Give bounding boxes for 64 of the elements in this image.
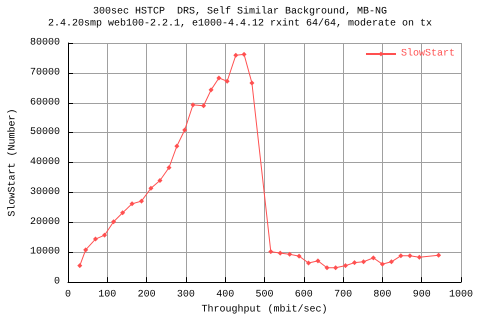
y-tick-label: 40000	[30, 157, 60, 168]
chart-title: 300sec HSTCP DRS, Self Similar Background, MB-NG	[92, 6, 388, 18]
point	[306, 260, 312, 266]
point	[138, 198, 144, 204]
y-tick-label: 80000	[30, 38, 60, 48]
point	[148, 186, 154, 191]
point	[216, 75, 222, 80]
point	[333, 265, 338, 270]
x-axis-title: Throughput (mbit/sec)	[201, 304, 328, 316]
point	[166, 165, 172, 170]
point	[102, 232, 108, 238]
y-axis-title: SlowStart (Number)	[6, 108, 18, 217]
point	[120, 210, 126, 216]
x-tick-label: 400	[216, 290, 234, 301]
point	[77, 263, 82, 268]
y-tick-label: 0	[54, 276, 60, 288]
point	[93, 236, 98, 242]
y-tick-label: 50000	[30, 127, 60, 138]
point	[190, 102, 196, 108]
point	[315, 258, 320, 264]
x-tick-label: 200	[138, 290, 156, 301]
point	[388, 259, 394, 264]
point	[398, 253, 404, 258]
point	[201, 103, 206, 108]
chart-subtitle: 2.4.20smp web100-2.2.1, e1000-4.4.12 rxint 64/64, moderate on tx	[48, 18, 432, 30]
x-tick-label: 300	[176, 290, 195, 301]
point	[278, 250, 283, 256]
point	[352, 260, 357, 266]
point	[130, 201, 135, 206]
point	[380, 262, 385, 267]
x-tick-label: 900	[412, 290, 431, 301]
x-tick-label: 1000	[448, 290, 474, 301]
point	[83, 247, 88, 252]
point	[224, 78, 230, 84]
point	[182, 127, 188, 132]
point	[436, 252, 442, 258]
y-tick-label: 20000	[30, 216, 60, 228]
point	[157, 178, 162, 183]
x-tick-label: 500	[255, 290, 274, 301]
point	[361, 259, 366, 264]
point	[416, 254, 422, 260]
x-tick-label: 0	[64, 290, 72, 301]
point	[370, 255, 376, 260]
y-tick-label: 30000	[30, 186, 60, 198]
point	[111, 219, 116, 224]
point	[324, 265, 330, 270]
y-tick-label: 60000	[30, 97, 60, 108]
point	[287, 252, 292, 257]
x-tick-label: 800	[373, 290, 392, 301]
y-tick-label: 70000	[30, 67, 60, 78]
point	[407, 253, 412, 258]
point	[268, 249, 274, 254]
point	[233, 52, 238, 58]
x-tick-label: 100	[98, 290, 116, 301]
point	[174, 144, 180, 149]
y-tick-label: 10000	[30, 246, 60, 258]
x-tick-label: 700	[334, 290, 352, 301]
point	[208, 87, 214, 92]
x-tick-label: 600	[294, 290, 313, 301]
point	[296, 254, 302, 259]
point	[342, 263, 348, 268]
legend-label: SlowStart	[400, 48, 456, 60]
point	[249, 80, 254, 86]
point	[242, 52, 247, 57]
